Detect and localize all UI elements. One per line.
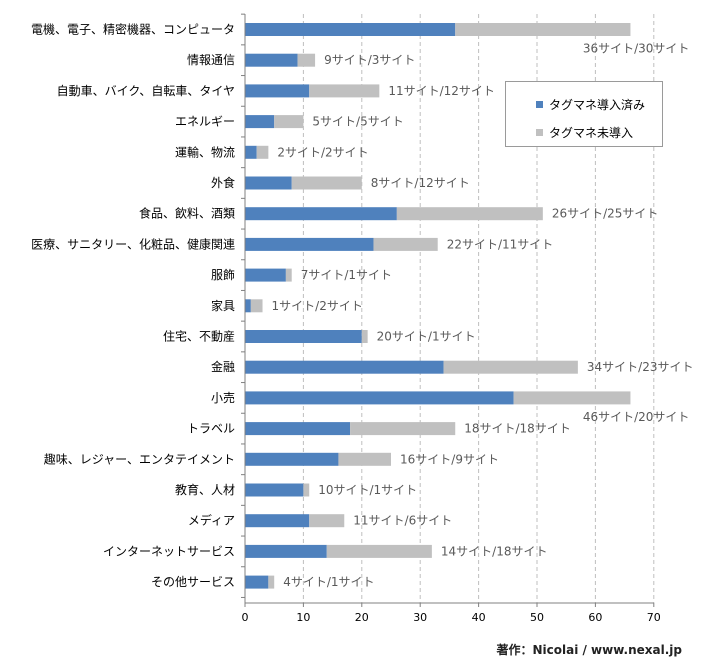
x-tick-label: 70 xyxy=(647,611,661,624)
legend-label-implemented: タグマネ導入済み xyxy=(549,98,646,112)
bar-not-implemented xyxy=(274,115,304,129)
data-label: 16サイト/9サイト xyxy=(400,452,499,466)
x-tick-label: 10 xyxy=(296,611,310,624)
bar-implemented xyxy=(245,53,298,67)
bar-not-implemented xyxy=(285,268,292,282)
category-label: その他サービス xyxy=(151,575,235,589)
bar-implemented xyxy=(245,145,257,159)
category-label: トラベル xyxy=(187,422,235,436)
bar-not-implemented xyxy=(513,391,631,405)
bar-implemented xyxy=(245,483,304,497)
legend-swatch-implemented xyxy=(536,101,543,108)
bar-not-implemented xyxy=(256,145,269,159)
bar-not-implemented xyxy=(338,452,391,466)
bar-not-implemented xyxy=(297,53,316,67)
data-label: 14サイト/18サイト xyxy=(441,544,548,558)
data-label: 2サイト/2サイト xyxy=(277,145,368,159)
category-label: 趣味、レジャー、エンタテイメント xyxy=(44,451,235,466)
bar-not-implemented xyxy=(268,575,275,589)
bar-implemented xyxy=(245,360,444,374)
bar-implemented xyxy=(245,176,292,190)
data-label: 18サイト/18サイト xyxy=(464,422,571,436)
data-label: 36サイト/30サイト xyxy=(583,42,690,56)
bar-implemented xyxy=(245,391,514,405)
category-label: 自動車、バイク、自転車、タイヤ xyxy=(57,84,235,98)
x-tick-label: 30 xyxy=(413,611,427,624)
bar-not-implemented xyxy=(350,422,456,436)
category-label: 医療、サニタリー、化粧品、健康関連 xyxy=(31,236,235,251)
data-label: 10サイト/1サイト xyxy=(318,483,417,497)
data-label: 8サイト/12サイト xyxy=(371,176,470,190)
bar-not-implemented xyxy=(443,360,578,374)
data-label: 4サイト/1サイト xyxy=(283,575,374,589)
bar-implemented xyxy=(245,575,269,589)
category-label: 金融 xyxy=(211,359,235,374)
data-label: 46サイト/20サイト xyxy=(583,410,690,424)
category-label: 小売 xyxy=(211,390,235,405)
category-label: 服飾 xyxy=(211,268,235,282)
category-label: エネルギー xyxy=(175,115,235,129)
x-tick-label: 40 xyxy=(472,611,486,624)
x-tick-label: 0 xyxy=(242,611,249,624)
bar-not-implemented xyxy=(303,483,310,497)
bar-implemented xyxy=(245,237,374,251)
bar-implemented xyxy=(245,422,351,436)
bar-implemented xyxy=(245,84,310,98)
legend-label-not-implemented: タグマネ未導入 xyxy=(549,126,634,140)
bar-implemented xyxy=(245,452,339,466)
bar-implemented xyxy=(245,115,275,129)
bar-not-implemented xyxy=(309,514,345,528)
data-label: 11サイト/6サイト xyxy=(353,514,452,528)
bar-not-implemented xyxy=(309,84,380,98)
data-label: 26サイト/25サイト xyxy=(552,207,659,221)
bar-implemented xyxy=(245,299,251,313)
bar-implemented xyxy=(245,207,397,221)
bar-not-implemented xyxy=(291,176,362,190)
data-label: 7サイト/1サイト xyxy=(301,268,392,282)
bar-not-implemented xyxy=(250,299,263,313)
category-label: 食品、飲料、酒類 xyxy=(139,206,235,221)
bar-implemented xyxy=(245,514,310,528)
data-label: 34サイト/23サイト xyxy=(587,360,694,374)
bar-not-implemented xyxy=(396,207,543,221)
bar-implemented xyxy=(245,268,286,282)
category-label: 電機、電子、精密機器、コンピュータ xyxy=(31,22,235,37)
bar-not-implemented xyxy=(326,544,432,558)
category-label: 情報通信 xyxy=(187,53,235,67)
chart-legend: タグマネ導入済み タグマネ未導入 xyxy=(505,81,663,147)
data-label: 11サイト/12サイト xyxy=(388,84,495,98)
legend-item-implemented: タグマネ導入済み xyxy=(536,96,645,113)
bar-not-implemented xyxy=(373,237,438,251)
bar-implemented xyxy=(245,330,362,343)
data-label: 9サイト/3サイト xyxy=(324,53,415,67)
data-label: 22サイト/11サイト xyxy=(447,237,554,251)
x-tick-label: 20 xyxy=(355,611,369,624)
category-label: 家具 xyxy=(211,298,235,313)
data-label: 5サイト/5サイト xyxy=(312,115,403,129)
bar-not-implemented xyxy=(361,330,368,343)
x-tick-label: 50 xyxy=(530,611,544,624)
legend-item-not-implemented: タグマネ未導入 xyxy=(536,124,633,141)
category-label: 運輸、物流 xyxy=(175,144,235,159)
data-label: 20サイト/1サイト xyxy=(377,330,476,344)
category-label: 教育、人材 xyxy=(175,482,235,497)
category-label: 住宅、不動産 xyxy=(163,329,235,344)
bar-implemented xyxy=(245,23,456,36)
bar-not-implemented xyxy=(455,23,631,36)
category-label: 外食 xyxy=(211,175,235,190)
data-label: 1サイト/2サイト xyxy=(272,299,363,313)
bar-implemented xyxy=(245,544,327,558)
category-label: インターネットサービス xyxy=(103,544,235,558)
category-label: メディア xyxy=(188,513,235,528)
legend-swatch-not-implemented xyxy=(536,129,543,136)
credit-text: 著作：Nicolai / www.nexal.jp xyxy=(496,643,682,657)
x-tick-label: 60 xyxy=(588,611,602,624)
